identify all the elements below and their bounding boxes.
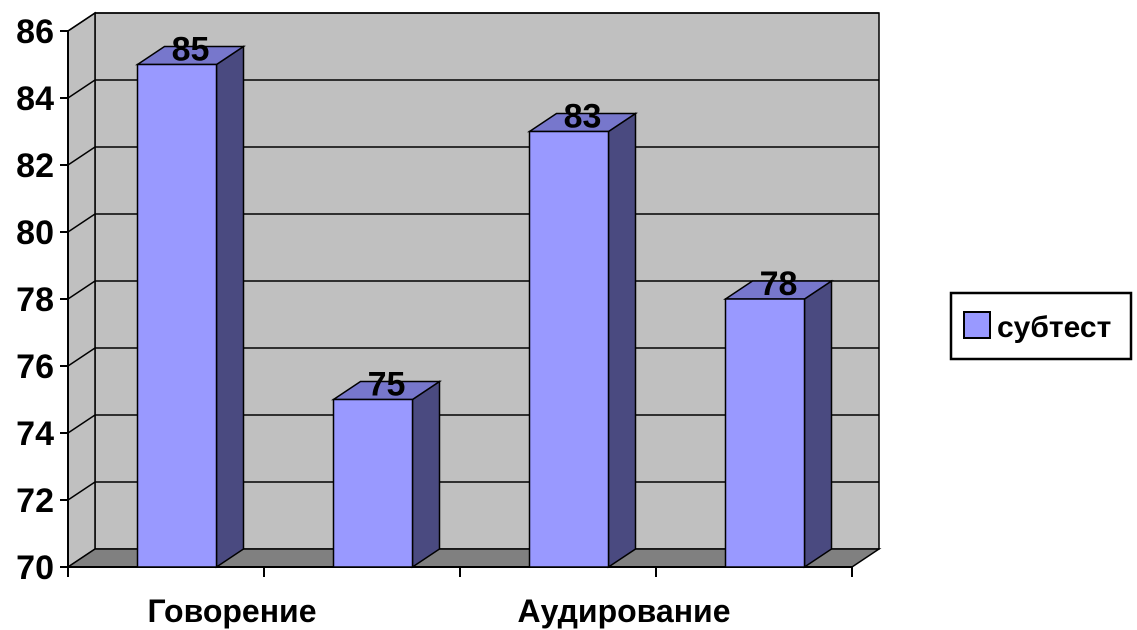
bar	[527, 112, 638, 569]
y-tick-label: 82	[16, 147, 54, 185]
y-tick-label: 80	[16, 214, 54, 252]
bar-side	[803, 279, 833, 569]
data-label: 85	[172, 31, 210, 69]
y-tick-label: 78	[16, 281, 54, 319]
bar-front	[332, 398, 414, 568]
y-tick-label: 84	[16, 80, 54, 118]
legend: субтест	[949, 291, 1133, 361]
bar-front	[528, 130, 610, 568]
bar-front	[724, 298, 806, 568]
legend-label: субтест	[997, 311, 1111, 344]
legend-swatch	[963, 311, 991, 339]
bar-side	[607, 112, 637, 569]
bar-side	[411, 380, 441, 569]
data-labels: 85 75 83 78	[172, 31, 798, 404]
data-label: 75	[368, 366, 406, 404]
x-category-label: Говорение	[147, 593, 316, 629]
data-label: 83	[564, 98, 602, 136]
bars	[135, 45, 834, 569]
data-label: 78	[760, 265, 798, 303]
axes: 70 72 74 76 78 80 82 84 86 Говорение Аудирование	[16, 13, 853, 629]
y-tick-label: 76	[16, 348, 54, 386]
gridline	[67, 12, 879, 32]
y-tick-label: 70	[16, 549, 54, 587]
bar	[723, 279, 834, 569]
x-category-label: Аудирование	[517, 593, 730, 629]
bar-front	[136, 63, 218, 568]
gridline	[67, 79, 879, 99]
y-tick-label: 74	[16, 415, 54, 453]
bar	[331, 380, 442, 569]
bar-side	[215, 45, 245, 569]
y-tick-label: 72	[16, 482, 54, 520]
bar	[135, 45, 246, 569]
y-tick-label: 86	[16, 13, 54, 51]
